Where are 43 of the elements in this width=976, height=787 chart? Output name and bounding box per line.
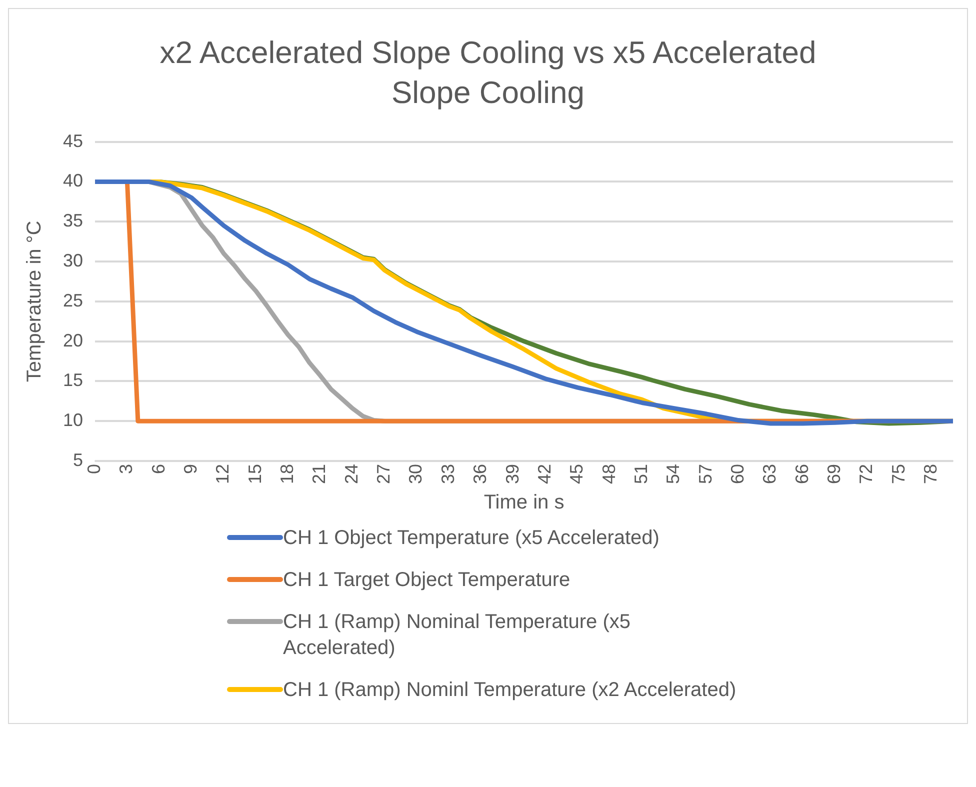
x-tick-label: 24 (341, 464, 362, 484)
x-tick-label: 66 (792, 464, 812, 484)
chart-title: x2 Accelerated Slope Cooling vs x5 Accelerated Slope Cooling (158, 34, 818, 112)
x-tick-label: 12 (212, 464, 233, 484)
x-tick-label: 33 (438, 464, 458, 484)
legend-label: CH 1 (Ramp) Nominal Temperature (x5 Accelerated) (283, 610, 632, 661)
x-tick-label: 78 (920, 464, 941, 484)
x-tick-label: 72 (856, 464, 876, 484)
legend-label: CH 1 Target Object Temperature (283, 568, 570, 593)
x-tick-label: 63 (760, 464, 780, 484)
x-tick-label: 15 (244, 464, 265, 484)
y-tick-label: 40 (62, 170, 84, 191)
x-tick-label: 30 (406, 464, 426, 484)
y-axis-title: Temperature in °C (24, 220, 46, 382)
y-tick-label: 10 (62, 410, 84, 430)
y-tick-label: 20 (62, 330, 84, 350)
y-tick-label: 15 (62, 370, 84, 390)
x-tick-label: 69 (824, 464, 844, 484)
x-tick-label: 57 (695, 464, 716, 484)
x-tick-label: 75 (888, 464, 908, 484)
y-tick-label: 35 (62, 210, 84, 231)
x-tick-label: 3 (116, 464, 136, 474)
x-tick-label: 42 (534, 464, 554, 484)
x-tick-label: 36 (470, 464, 490, 484)
x-tick-label: 51 (630, 464, 651, 484)
x-tick-label: 21 (309, 464, 330, 484)
y-tick-label: 45 (62, 130, 84, 151)
x-axis-title: Time in s (484, 492, 564, 514)
y-tick-label: 5 (73, 450, 84, 470)
x-tick-label: 39 (502, 464, 522, 484)
x-tick-label: 9 (180, 464, 201, 474)
x-tick-label: 18 (277, 464, 298, 484)
y-tick-label: 30 (62, 250, 84, 270)
x-tick-label: 48 (598, 464, 619, 484)
x-tick-label: 60 (727, 464, 748, 484)
legend-label: CH 1 Object Temperature (x5 Accelerated) (283, 526, 660, 551)
x-tick-label: 0 (84, 464, 104, 474)
x-tick-label: 54 (663, 464, 684, 484)
legend-label: CH 1 (Ramp) Nominl Temperature (x2 Accelerated) (283, 678, 736, 703)
x-tick-label: 6 (148, 464, 168, 474)
x-tick-label: 45 (566, 464, 587, 484)
y-tick-label: 25 (62, 290, 84, 310)
x-tick-label: 27 (374, 464, 394, 484)
